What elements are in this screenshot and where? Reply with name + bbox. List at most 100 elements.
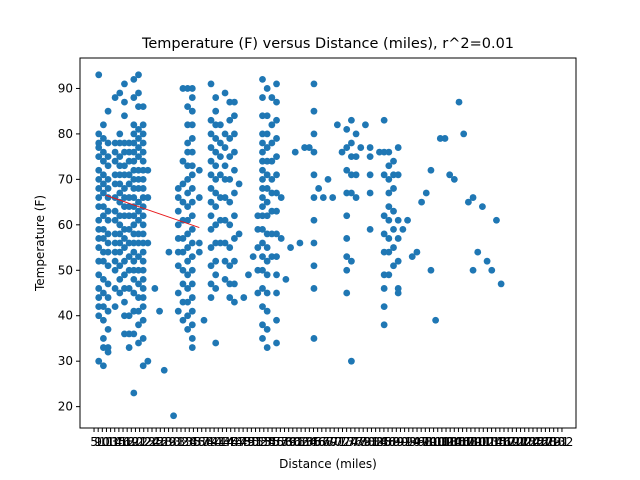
x-tick-label: 62	[293, 435, 308, 449]
data-point	[273, 80, 280, 88]
x-tick-label: 49	[240, 435, 255, 449]
x-tick-label: 43	[215, 435, 230, 449]
data-point	[450, 175, 458, 183]
data-point	[212, 94, 220, 101]
data-point	[259, 285, 266, 292]
data-point	[310, 262, 318, 270]
data-point	[390, 244, 397, 251]
data-point	[179, 248, 187, 256]
data-point	[221, 130, 229, 138]
x-tick-label: 103	[435, 435, 458, 449]
data-point	[226, 175, 234, 183]
data-point	[226, 280, 234, 288]
data-point	[231, 257, 238, 265]
data-point	[254, 225, 262, 233]
x-tick-label: 90	[393, 435, 408, 449]
data-point	[343, 166, 351, 174]
data-point	[273, 253, 280, 261]
data-point	[493, 216, 500, 224]
x-tick-label: 36	[190, 435, 205, 449]
data-point	[99, 171, 107, 179]
y-tick-label: 70	[58, 172, 73, 186]
data-point	[432, 316, 440, 324]
x-tick-label: 79	[356, 435, 371, 449]
data-point	[268, 157, 276, 165]
data-point	[268, 207, 276, 215]
data-point	[263, 198, 271, 206]
x-tick-label: 66	[310, 435, 325, 449]
data-point	[121, 285, 128, 292]
data-point	[95, 303, 103, 311]
data-point	[226, 135, 234, 142]
data-point	[139, 257, 147, 265]
data-point	[130, 166, 138, 174]
data-point	[135, 198, 142, 206]
x-tick-label: 38	[198, 435, 213, 449]
data-point	[104, 262, 112, 270]
data-point	[104, 294, 112, 301]
data-point	[200, 316, 208, 324]
data-point	[352, 171, 360, 179]
data-point	[259, 130, 266, 138]
x-tick-label: 67	[314, 435, 329, 449]
data-point	[184, 121, 192, 129]
data-point	[116, 230, 124, 238]
data-point	[139, 194, 147, 201]
x-tick-label: 77	[351, 435, 366, 449]
x-tick-label: 28	[157, 435, 172, 449]
x-tick-label: 108	[455, 435, 478, 449]
data-point	[179, 85, 187, 92]
data-point	[390, 225, 397, 233]
data-point	[139, 103, 147, 111]
data-point	[125, 148, 133, 156]
data-point	[254, 212, 262, 220]
x-tick-label: 116	[488, 435, 511, 449]
data-point	[130, 194, 138, 201]
data-point	[111, 266, 119, 274]
data-point	[207, 171, 215, 179]
data-point	[226, 153, 234, 161]
data-point	[139, 230, 147, 238]
data-point	[111, 139, 119, 147]
y-tick-label: 20	[58, 400, 73, 414]
data-point	[95, 130, 103, 138]
x-tick-label: 29	[161, 435, 176, 449]
data-point	[399, 225, 407, 233]
data-point	[352, 130, 360, 138]
data-point	[273, 271, 280, 279]
data-point	[188, 107, 196, 115]
data-point	[212, 135, 220, 142]
data-point	[408, 253, 416, 261]
data-point	[130, 221, 138, 229]
data-point	[139, 303, 147, 311]
data-point	[380, 212, 388, 220]
data-point	[216, 239, 224, 247]
plot-frame	[79, 57, 577, 429]
x-axis-label: Distance (miles)	[279, 457, 377, 471]
data-point	[125, 212, 133, 220]
data-point	[347, 189, 355, 197]
x-tick-label: 59	[281, 435, 296, 449]
x-tick-label: 16	[115, 435, 130, 449]
data-point	[99, 335, 107, 342]
data-point	[179, 235, 187, 242]
data-point	[263, 307, 271, 315]
data-point	[184, 103, 192, 111]
data-point	[184, 85, 192, 92]
data-point	[135, 71, 142, 79]
data-point	[259, 175, 266, 183]
data-point	[99, 248, 107, 256]
x-tick-label: 124	[517, 435, 540, 449]
data-point	[347, 171, 355, 179]
data-point	[343, 253, 351, 261]
data-point	[184, 325, 192, 333]
data-point	[259, 166, 266, 174]
data-point	[422, 189, 430, 197]
data-point	[125, 330, 133, 338]
data-point	[394, 216, 402, 224]
data-point	[315, 185, 323, 192]
data-point	[207, 116, 215, 124]
x-tick-label: 113	[476, 435, 499, 449]
data-point	[259, 75, 266, 83]
y-tick-label: 30	[58, 354, 73, 368]
